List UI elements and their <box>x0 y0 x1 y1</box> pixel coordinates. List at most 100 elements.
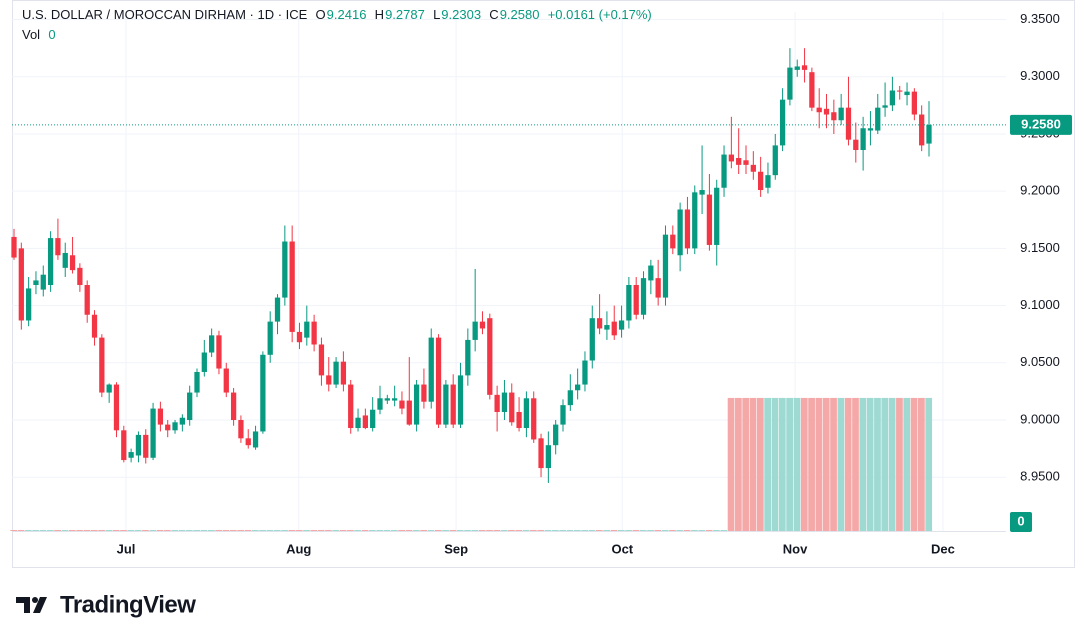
volume-bar <box>573 530 581 531</box>
volume-bar <box>427 530 435 531</box>
volume-bar <box>251 530 259 531</box>
volume-bar <box>691 530 698 531</box>
candle-body <box>545 445 551 469</box>
candle-body <box>604 325 610 330</box>
volume-bar <box>559 530 567 531</box>
candle-body <box>165 424 171 431</box>
vol-axis-label: 0 <box>1017 513 1024 528</box>
volume-bar <box>405 530 413 531</box>
volume-bar <box>186 530 193 531</box>
volume-bar <box>764 397 772 531</box>
volume-bar <box>83 530 91 531</box>
candle-body <box>443 384 449 425</box>
candle-body <box>304 321 310 338</box>
y-tick-label: 9.0000 <box>1020 411 1060 426</box>
volume-bar <box>756 397 764 531</box>
candle-body <box>816 107 822 113</box>
l-label: L <box>433 7 441 22</box>
candle-body <box>18 248 24 321</box>
volume-bar <box>339 530 347 531</box>
volume-bar <box>866 397 874 531</box>
vol-value: 0 <box>48 27 56 42</box>
y-tick-label: 9.2000 <box>1020 183 1060 198</box>
volume-bar <box>661 530 669 531</box>
candle-body <box>457 375 464 425</box>
volume-bar <box>464 530 471 531</box>
candle-body <box>384 398 390 401</box>
volume-bar <box>837 397 845 531</box>
volume-bar <box>632 530 640 531</box>
candle-body <box>670 234 676 249</box>
volume-bar <box>910 397 918 531</box>
volume-bar <box>17 530 25 531</box>
volume-bar <box>347 530 354 531</box>
volume-bar <box>383 530 391 531</box>
volume-bar <box>449 530 457 531</box>
volume-bar <box>54 530 61 531</box>
volume-bar <box>398 530 406 531</box>
candle-body <box>362 415 368 429</box>
candle-body <box>289 241 295 332</box>
candle-body <box>567 390 573 406</box>
volume-bar <box>32 530 40 531</box>
logo-dot <box>32 597 38 603</box>
x-tick-label: Aug <box>286 541 311 556</box>
volume-bar <box>112 530 120 531</box>
volume-bar <box>625 530 632 531</box>
candle-body <box>860 128 866 150</box>
volume-bar <box>676 530 684 531</box>
candle-body <box>589 318 595 361</box>
candle-body <box>77 267 83 286</box>
y-tick-label: 9.3500 <box>1020 11 1060 26</box>
volume-bar <box>288 530 296 531</box>
candle-body <box>926 124 932 144</box>
volume-bar <box>588 530 596 531</box>
volume-bar <box>376 530 384 531</box>
candle-body <box>714 187 720 245</box>
candle-body <box>106 384 112 393</box>
volume-bar <box>149 530 157 531</box>
candle-body <box>11 236 17 258</box>
candle-body <box>55 238 61 256</box>
x-tick-label: Jul <box>117 541 136 556</box>
volume-bar <box>610 530 618 531</box>
candle-body <box>113 384 120 431</box>
volume-bar <box>10 530 18 531</box>
last-price-label: 9.2580 <box>1021 116 1061 131</box>
candle-body <box>209 335 215 353</box>
volume-bar <box>530 530 537 531</box>
vol-axis-box <box>1010 512 1032 532</box>
volume-bar <box>120 530 127 531</box>
candle-body <box>421 384 427 402</box>
candle-body <box>626 285 632 321</box>
candle-body <box>201 352 207 372</box>
candle-body <box>252 431 259 448</box>
volume-bar <box>881 397 889 531</box>
volume-bar <box>105 530 113 531</box>
candle-body <box>633 285 639 315</box>
volume-bar <box>369 530 376 531</box>
volume-bar <box>295 530 303 531</box>
candle-body <box>516 412 522 429</box>
candle-body <box>911 91 917 115</box>
volume-bar <box>822 397 830 531</box>
volume-bar <box>500 530 508 531</box>
candle-body <box>435 337 442 425</box>
candle-body <box>838 107 844 121</box>
candle-body <box>867 128 874 131</box>
candle-body <box>758 171 764 191</box>
candle-body <box>809 72 815 108</box>
candle-body <box>143 434 149 458</box>
candle-body <box>245 438 251 446</box>
candle-body <box>84 285 90 315</box>
volume-bar <box>815 397 823 531</box>
volume-bar <box>68 530 76 531</box>
candle-body <box>370 409 376 429</box>
volume-bar <box>552 530 559 531</box>
candle-body <box>897 90 903 92</box>
candle-body <box>47 238 54 286</box>
volume-bar <box>698 530 706 531</box>
volume-bar <box>720 530 728 531</box>
volume-bar <box>310 530 318 531</box>
